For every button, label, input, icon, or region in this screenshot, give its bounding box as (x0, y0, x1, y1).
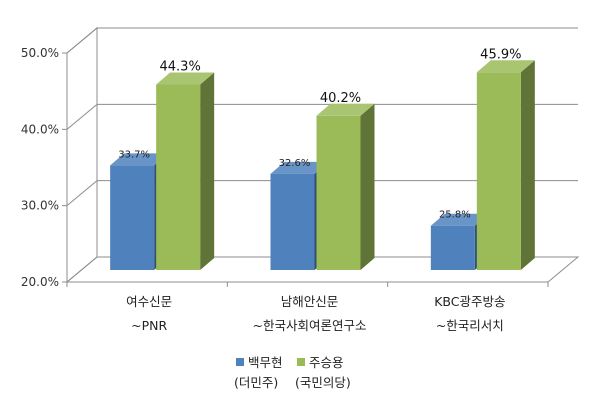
data-label-2-0: 25.8% (439, 210, 471, 221)
data-label-1-0: 32.6% (279, 158, 311, 169)
data-label-2-1: 45.9% (480, 47, 521, 62)
legend-swatch-1 (297, 358, 305, 366)
bar-0-1 (156, 72, 215, 270)
y-tick-label: 20.0% (21, 275, 59, 289)
category-label-1-1: ~한국사회여론연구소 (253, 318, 367, 333)
category-label-0-1: ~PNR (131, 318, 167, 333)
side-wall (66, 26, 98, 284)
legend-label-0-0: 백무현 (248, 355, 283, 370)
category-label-2-1: ~한국리서치 (436, 318, 504, 333)
data-label-1-1: 40.2% (320, 91, 361, 106)
bar-1-1 (316, 103, 375, 270)
bar-2-1 (476, 60, 535, 271)
y-tick-label: 30.0% (21, 199, 59, 213)
legend: 백무현 (더민주) 주승용 (국민의당) (234, 355, 351, 390)
legend-label-0-1: (더민주) (234, 375, 278, 390)
category-labels: 여수신문 ~PNR 남해안신문 ~한국사회여론연구소 KBC광주방송 ~한국리서치 (126, 294, 505, 333)
data-labels: 33.7% 44.3% 32.6% 40.2% 25.8% 45.9% (118, 47, 521, 220)
category-label-0-0: 여수신문 (126, 294, 172, 309)
gridline (66, 103, 578, 130)
gridline (66, 180, 578, 207)
y-axis-ticks: 20.0% 30.0% 40.0% 50.0% (21, 46, 549, 289)
category-label-2-0: KBC광주방송 (434, 294, 505, 309)
y-tick-label: 40.0% (21, 122, 59, 136)
gridlines (66, 27, 578, 207)
legend-label-1-1: (국민의당) (295, 375, 351, 390)
data-label-0-1: 44.3% (160, 60, 201, 75)
legend-label-1-0: 주승용 (309, 355, 344, 370)
gridline (66, 27, 578, 54)
bars (110, 60, 535, 271)
y-tick-label: 50.0% (21, 46, 59, 60)
legend-swatch-0 (236, 358, 244, 366)
category-label-1-0: 남해안신문 (281, 294, 339, 309)
data-label-0-0: 33.7% (118, 149, 150, 160)
